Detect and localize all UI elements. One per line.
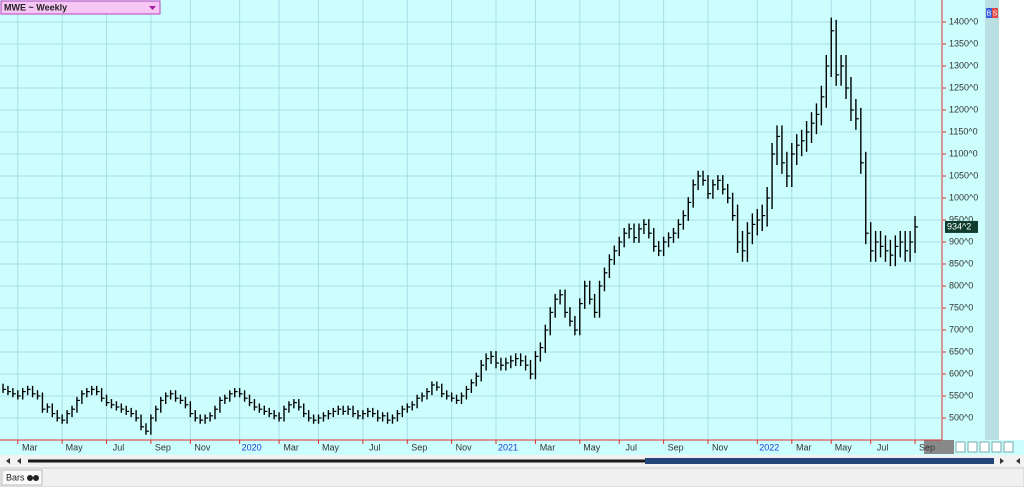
toolbar [0,467,1024,488]
y-tick-label: 1250^0 [949,82,978,92]
x-tick-label: Sep [411,442,427,452]
scroll-arrows[interactable] [6,458,21,464]
dropdown-arrow[interactable] [149,6,156,10]
x-tick-label: May [583,442,601,452]
buy-button[interactable] [986,8,992,18]
x-tick-label: May [322,442,340,452]
nav-button[interactable] [955,441,966,453]
x-tick-label: Nov [456,442,473,452]
nav-button[interactable] [1003,441,1014,453]
chart-title[interactable]: MWE ~ Weekly [4,2,67,12]
symbol-dropdown[interactable] [0,0,161,15]
scroll-arrows[interactable] [1000,458,1020,464]
toolbar-label[interactable]: Bars [6,472,25,482]
y-tick-label: 700^0 [949,324,973,334]
y-tick-label: 850^0 [949,258,973,268]
y-tick-label: 1000^0 [949,192,978,202]
x-tick-label: Nov [194,442,211,452]
y-tick-label: 1100^0 [949,148,978,158]
y-tick-label: 550^0 [949,390,973,400]
x-tick-label: Sep [668,442,684,452]
y-tick-label: 1400^0 [949,16,978,26]
toolbar-tab[interactable] [1,469,43,486]
y-tick-label: 650^0 [949,346,973,356]
x-tick-label: 2022 [759,442,779,452]
x-tick-label: Jul [113,442,125,452]
x-tick-label: 2020 [242,442,262,452]
x-tick-label: 2021 [498,442,518,452]
marks: 500^0 550^0 600^0 650^0 700^0 750^0 800^0 850^0… [0,0,978,452]
y-tick-label: 800^0 [949,280,973,290]
y-tick-label: 1150^0 [949,126,978,136]
side-strip [985,0,999,440]
nav-buttons [955,441,1014,453]
y-tick-label: 600^0 [949,368,973,378]
y-tick-label: 1200^0 [949,104,978,114]
buy-label[interactable]: B [987,10,992,17]
y-tick-label: 1350^0 [949,38,978,48]
x-tick-label: Sep [155,442,171,452]
last-price-box [945,220,978,233]
nav-button[interactable] [991,441,1002,453]
y-tick-label: 750^0 [949,302,973,312]
y-tick-label: 500^0 [949,412,973,422]
x-tick-label: Jul [369,442,381,452]
x-tick-label: Mar [283,442,299,452]
y-tick-label: 1050^0 [949,170,978,180]
x-tick-label: Jul [625,442,637,452]
scroll-thumb[interactable] [645,458,994,464]
x-tick-label: May [66,442,84,452]
scroll-track[interactable] [28,459,994,463]
sell-button[interactable] [992,8,998,18]
y-tick-label: 900^0 [949,236,973,246]
corner-box [924,440,954,454]
nav-button[interactable] [979,441,990,453]
tab-icon [33,475,39,481]
x-tick-label: Jul [877,442,889,452]
nav-button[interactable] [967,441,978,453]
y-tick-label: 1300^0 [949,60,978,70]
last-price-label: 934^2 [947,221,971,231]
x-tick-label: Mar [22,442,38,452]
tab-icon [27,475,33,481]
y-tick-label: 950^0 [949,214,973,224]
sell-label[interactable]: S [993,10,998,17]
x-tick-label: Mar [540,442,556,452]
x-tick-label: Sep [919,442,935,452]
time-axis-area [0,440,1024,455]
x-tick-label: May [835,442,853,452]
price-axis-area [942,0,985,440]
x-tick-label: Mar [796,442,812,452]
x-tick-label: Nov [712,442,729,452]
